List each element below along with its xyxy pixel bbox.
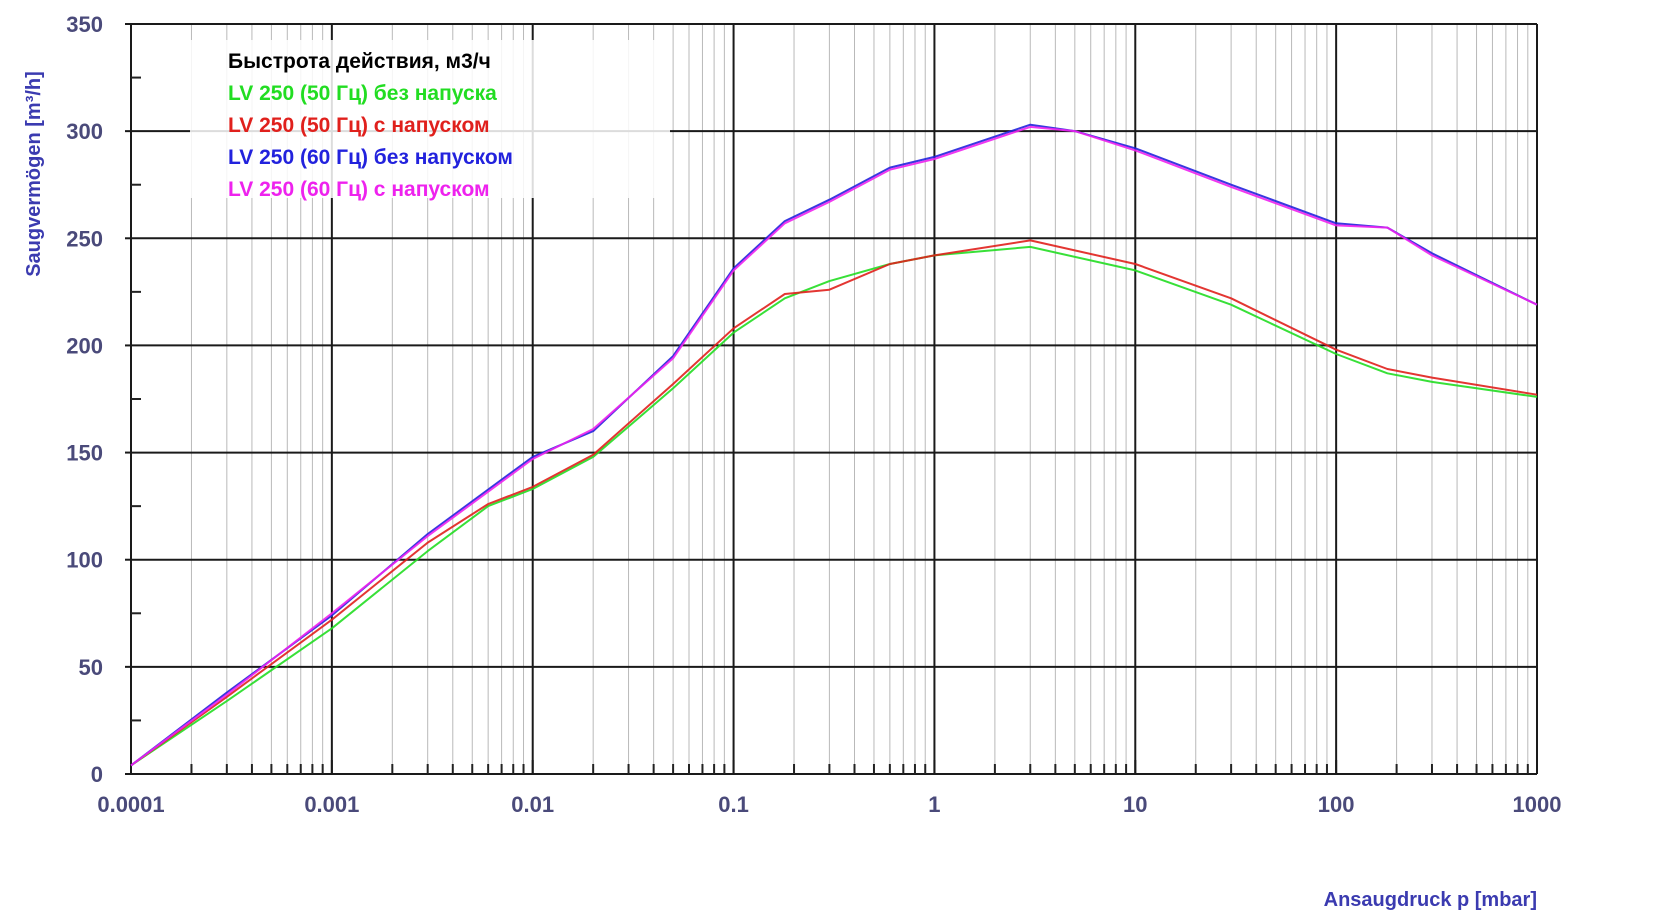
y-tick-label: 0: [91, 762, 103, 787]
legend-item-2: LV 250 (50 Гц) с напуском: [228, 114, 490, 137]
legend-item-4: LV 250 (60 Гц) с напуском: [228, 178, 490, 201]
x-tick-label: 10: [1123, 792, 1147, 817]
series-line-2: [130, 239, 1538, 767]
legend-item-3: LV 250 (60 Гц) без напуском: [228, 146, 513, 169]
x-tick-label: 0.0001: [97, 792, 164, 817]
y-axis-title: Saugvermögen [m³/h]: [23, 71, 45, 277]
y-tick-label: 250: [66, 226, 103, 251]
x-tick-label: 1000: [1513, 792, 1562, 817]
series-line-4: [130, 125, 1538, 767]
legend-title: Быстрота действия, м3/ч: [228, 50, 491, 73]
y-tick-label: 200: [66, 333, 103, 358]
x-tick-labels: 0.0001 0.001 0.01 0.1 1 10 100 1000: [97, 792, 1561, 817]
series-line-1: [130, 245, 1538, 767]
y-tick-label: 50: [79, 655, 103, 680]
y-tick-labels: 0 50 100 150 200 250 300 350: [66, 12, 103, 787]
legend-item-1: LV 250 (50 Гц) без напуска: [228, 82, 497, 105]
y-tick-label: 300: [66, 119, 103, 144]
legend-box: [190, 40, 670, 198]
legend: Быстрота действия, м3/ч LV 250 (50 Гц) бе…: [190, 40, 670, 201]
axis-ticks: [125, 23, 1538, 775]
x-tick-label: 0.1: [718, 792, 749, 817]
x-tick-label: 0.01: [511, 792, 554, 817]
y-tick-label: 100: [66, 548, 103, 573]
x-tick-label: 0.001: [304, 792, 359, 817]
series-line-3: [130, 123, 1538, 767]
series-lines: [130, 123, 1538, 767]
y-tick-label: 150: [66, 441, 103, 466]
x-axis-title: Ansaugdruck p [mbar]: [1324, 889, 1537, 911]
y-tick-label: 350: [66, 12, 103, 37]
x-tick-label: 1: [928, 792, 940, 817]
x-tick-label: 100: [1318, 792, 1355, 817]
